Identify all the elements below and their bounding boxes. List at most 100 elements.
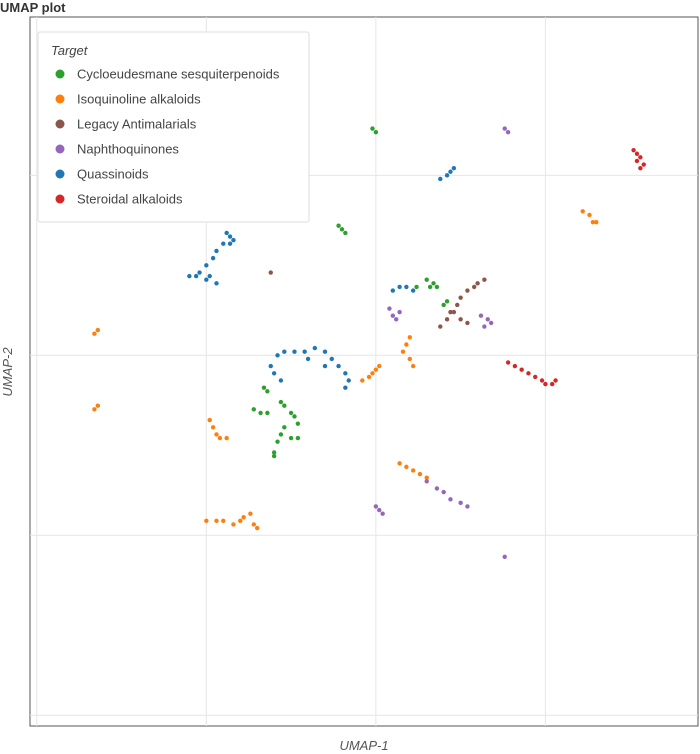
legend-marker (55, 69, 65, 79)
point-quassinoids (204, 263, 209, 268)
point-cycloeudesmane-sesquiterpenoids (288, 435, 294, 441)
point-isoquinoline-alkaloids (254, 525, 260, 531)
point-quassinoids (397, 284, 402, 290)
point-isoquinoline-alkaloids (370, 371, 375, 376)
point-quassinoids (451, 165, 457, 171)
legend-item-quassinoids[interactable]: Quassinoids (55, 167, 150, 182)
point-naphthoquinones (424, 479, 429, 484)
point-isoquinoline-alkaloids (410, 468, 416, 473)
point-quassinoids (187, 273, 192, 279)
point-cycloeudesmane-sesquiterpenoids (261, 385, 267, 390)
point-steroidal-alkaloids (634, 151, 640, 156)
point-quassinoids (193, 273, 199, 279)
point-steroidal-alkaloids (638, 155, 643, 160)
point-quassinoids (312, 345, 318, 351)
point-cycloeudesmane-sesquiterpenoids (343, 230, 348, 236)
point-naphthoquinones (505, 129, 511, 135)
x-axis-label: UMAP-1 (339, 738, 388, 753)
point-quassinoids (404, 284, 409, 290)
point-cycloeudesmane-sesquiterpenoids (288, 410, 294, 416)
point-naphthoquinones (448, 497, 453, 502)
legend-title: Target (51, 43, 89, 58)
point-quassinoids (346, 378, 351, 383)
point-steroidal-alkaloids (533, 374, 538, 380)
point-isoquinoline-alkaloids (92, 407, 97, 412)
point-cycloeudesmane-sesquiterpenoids (434, 284, 440, 290)
point-legacy-antimalarials (451, 309, 457, 315)
legend-item-cycloeudesmane-sesquiterpenoids[interactable]: Cycloeudesmane sesquiterpenoids (55, 67, 280, 82)
point-naphthoquinones (441, 489, 446, 495)
legend-item-steroidal-alkaloids[interactable]: Steroidal alkaloids (55, 192, 184, 207)
point-legacy-antimalarials (472, 284, 477, 290)
point-isoquinoline-alkaloids (366, 374, 372, 380)
point-quassinoids (221, 241, 226, 246)
point-isoquinoline-alkaloids (410, 363, 416, 369)
point-quassinoids (204, 277, 209, 282)
point-quassinoids (390, 288, 396, 293)
legend-item-isoquinoline-alkaloids[interactable]: Isoquinoline alkaloids (55, 92, 202, 107)
point-naphthoquinones (458, 500, 463, 506)
point-legacy-antimalarials (268, 270, 273, 275)
point-cycloeudesmane-sesquiterpenoids (271, 450, 277, 455)
point-cycloeudesmane-sesquiterpenoids (282, 425, 287, 430)
point-isoquinoline-alkaloids (214, 518, 219, 524)
point-isoquinoline-alkaloids (241, 515, 246, 520)
point-legacy-antimalarials (465, 320, 470, 326)
point-isoquinoline-alkaloids (204, 518, 209, 524)
point-quassinoids (275, 353, 280, 358)
point-isoquinoline-alkaloids (590, 219, 596, 225)
point-legacy-antimalarials (455, 302, 460, 308)
point-quassinoids (214, 281, 219, 286)
point-isoquinoline-alkaloids (404, 342, 409, 347)
point-naphthoquinones (488, 320, 494, 326)
point-isoquinoline-alkaloids (238, 518, 243, 524)
legend-label: Cycloeudesmane sesquiterpenoids (77, 67, 280, 82)
point-quassinoids (231, 237, 236, 243)
point-steroidal-alkaloids (634, 158, 640, 164)
point-naphthoquinones (465, 504, 470, 509)
point-legacy-antimalarials (465, 288, 470, 293)
point-steroidal-alkaloids (519, 367, 524, 372)
point-isoquinoline-alkaloids (404, 464, 409, 470)
point-isoquinoline-alkaloids (417, 471, 423, 477)
point-quassinoids (438, 176, 443, 182)
point-steroidal-alkaloids (631, 147, 636, 153)
point-quassinoids (197, 270, 202, 275)
legend-items: Cycloeudesmane sesquiterpenoids Isoquinol… (55, 67, 280, 207)
point-naphthoquinones (390, 313, 396, 318)
point-cycloeudesmane-sesquiterpenoids (265, 410, 270, 416)
point-cycloeudesmane-sesquiterpenoids (258, 410, 263, 416)
point-isoquinoline-alkaloids (424, 475, 429, 480)
legend-item-legacy-antimalarials[interactable]: Legacy Antimalarials (55, 117, 197, 132)
point-cycloeudesmane-sesquiterpenoids (271, 453, 277, 459)
point-quassinoids (282, 349, 287, 354)
point-naphthoquinones (434, 486, 440, 491)
point-quassinoids (343, 385, 348, 390)
point-isoquinoline-alkaloids (377, 363, 382, 369)
point-quassinoids (343, 371, 348, 376)
point-quassinoids (207, 273, 212, 279)
legend-label: Naphthoquinones (77, 142, 179, 157)
legend-item-naphthoquinones[interactable]: Naphthoquinones (55, 142, 180, 157)
point-cycloeudesmane-sesquiterpenoids (282, 403, 287, 408)
point-isoquinoline-alkaloids (95, 327, 101, 333)
point-cycloeudesmane-sesquiterpenoids (278, 399, 284, 405)
point-isoquinoline-alkaloids (221, 518, 226, 524)
point-steroidal-alkaloids (539, 378, 545, 383)
point-quassinoids (410, 288, 416, 293)
point-quassinoids (448, 169, 453, 174)
point-cycloeudesmane-sesquiterpenoids (441, 302, 446, 308)
point-legacy-antimalarials (444, 317, 450, 322)
point-isoquinoline-alkaloids (95, 403, 101, 408)
point-quassinoids (444, 173, 450, 178)
point-naphthoquinones (485, 317, 490, 322)
point-cycloeudesmane-sesquiterpenoids (265, 389, 270, 394)
point-cycloeudesmane-sesquiterpenoids (251, 407, 256, 412)
point-isoquinoline-alkaloids (594, 219, 599, 225)
point-isoquinoline-alkaloids (360, 378, 365, 383)
point-steroidal-alkaloids (553, 378, 558, 383)
point-naphthoquinones (373, 504, 379, 509)
point-quassinoids (268, 363, 273, 369)
point-isoquinoline-alkaloids (400, 349, 406, 354)
data-points (92, 126, 646, 560)
